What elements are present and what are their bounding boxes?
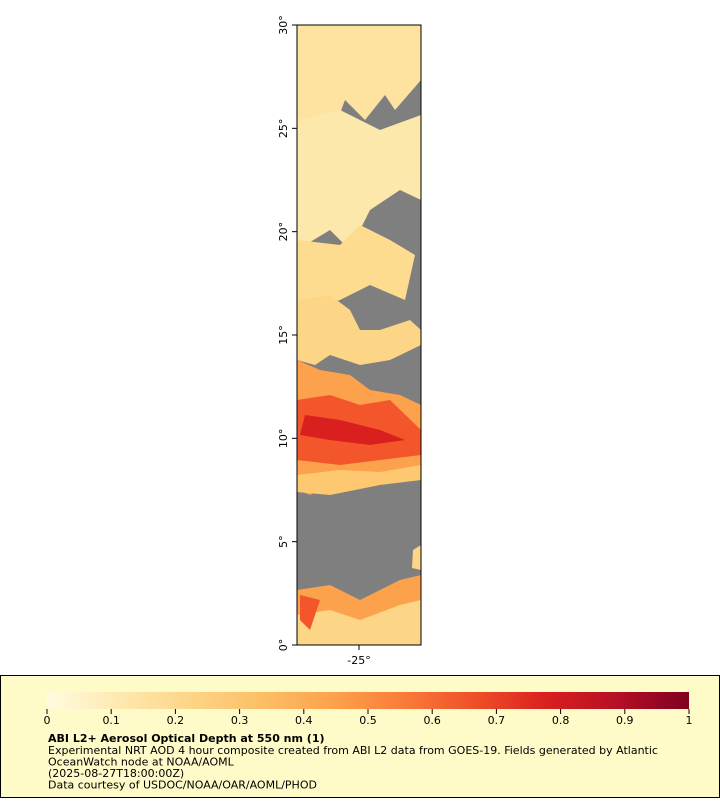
colorbar-tick-label: 0.7 bbox=[488, 714, 506, 727]
lon-tick-label: -25° bbox=[347, 654, 370, 667]
colorbar-tick-label: 0 bbox=[44, 714, 51, 727]
colorbar bbox=[47, 692, 689, 709]
lat-tick-label: 15° bbox=[277, 325, 290, 345]
lat-tick-label: 20° bbox=[277, 222, 290, 242]
colorbar-tick-label: 0.5 bbox=[359, 714, 377, 727]
lat-tick-label: 5° bbox=[277, 535, 290, 548]
legend-line: Experimental NRT AOD 4 hour composite cr… bbox=[48, 744, 658, 757]
colorbar-tick-label: 0.1 bbox=[102, 714, 120, 727]
lat-tick-label: 10° bbox=[277, 429, 290, 449]
colorbar-tick-label: 0.6 bbox=[423, 714, 441, 727]
colorbar-tick-label: 0.9 bbox=[616, 714, 634, 727]
map-image bbox=[297, 25, 421, 645]
lat-tick-label: 30° bbox=[277, 15, 290, 35]
legend-line: (2025-08-27T18:00:00Z) bbox=[48, 767, 184, 780]
legend-title: ABI L2+ Aerosol Optical Depth at 550 nm … bbox=[48, 732, 325, 745]
colorbar-tick-label: 0.8 bbox=[552, 714, 570, 727]
colorbar-tick-label: 1 bbox=[686, 714, 693, 727]
lat-tick-label: 0° bbox=[277, 639, 290, 652]
lat-tick-label: 25° bbox=[277, 119, 290, 139]
legend-line: Data courtesy of USDOC/NOAA/OAR/AOML/PHO… bbox=[48, 779, 317, 792]
colorbar-tick-label: 0.4 bbox=[295, 714, 313, 727]
colorbar-tick-label: 0.3 bbox=[231, 714, 249, 727]
colorbar-tick-label: 0.2 bbox=[167, 714, 185, 727]
legend-line: OceanWatch node at NOAA/AOML bbox=[48, 756, 235, 769]
